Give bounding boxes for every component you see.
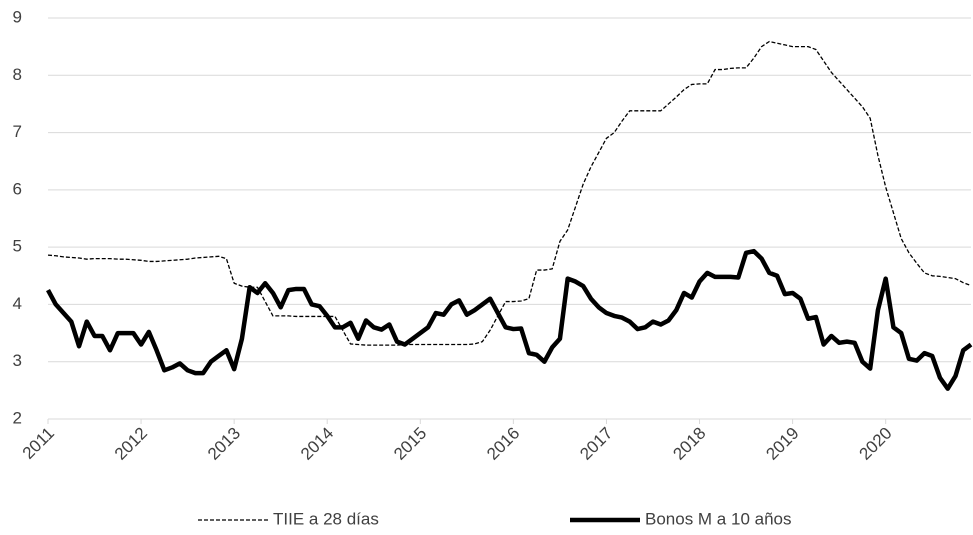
series-line xyxy=(47,40,972,346)
x-tick-label: 2014 xyxy=(297,424,337,464)
series-line xyxy=(46,248,973,391)
x-tick-label: 2013 xyxy=(204,424,244,464)
x-tick-label: 2019 xyxy=(762,424,802,464)
x-tick-label: 2015 xyxy=(390,424,430,464)
x-tick-label: 2012 xyxy=(111,424,151,464)
y-tick-label: 2 xyxy=(13,408,22,427)
y-tick-label: 8 xyxy=(13,65,22,84)
x-tick-label: 2011 xyxy=(19,424,58,463)
legend-label: TIIE a 28 días xyxy=(273,509,379,528)
x-tick-label: 2016 xyxy=(483,424,523,464)
x-tick-label: 2018 xyxy=(669,424,709,464)
y-tick-label: 9 xyxy=(13,7,22,26)
legend-label: Bonos M a 10 años xyxy=(645,509,791,528)
x-tick-label: 2020 xyxy=(855,424,895,464)
x-tick-label: 2017 xyxy=(576,424,616,464)
y-tick-label: 7 xyxy=(13,122,22,141)
y-tick-label: 4 xyxy=(13,294,22,313)
y-tick-label: 6 xyxy=(13,179,22,198)
y-tick-label: 3 xyxy=(13,351,22,370)
y-tick-label: 5 xyxy=(13,237,22,256)
